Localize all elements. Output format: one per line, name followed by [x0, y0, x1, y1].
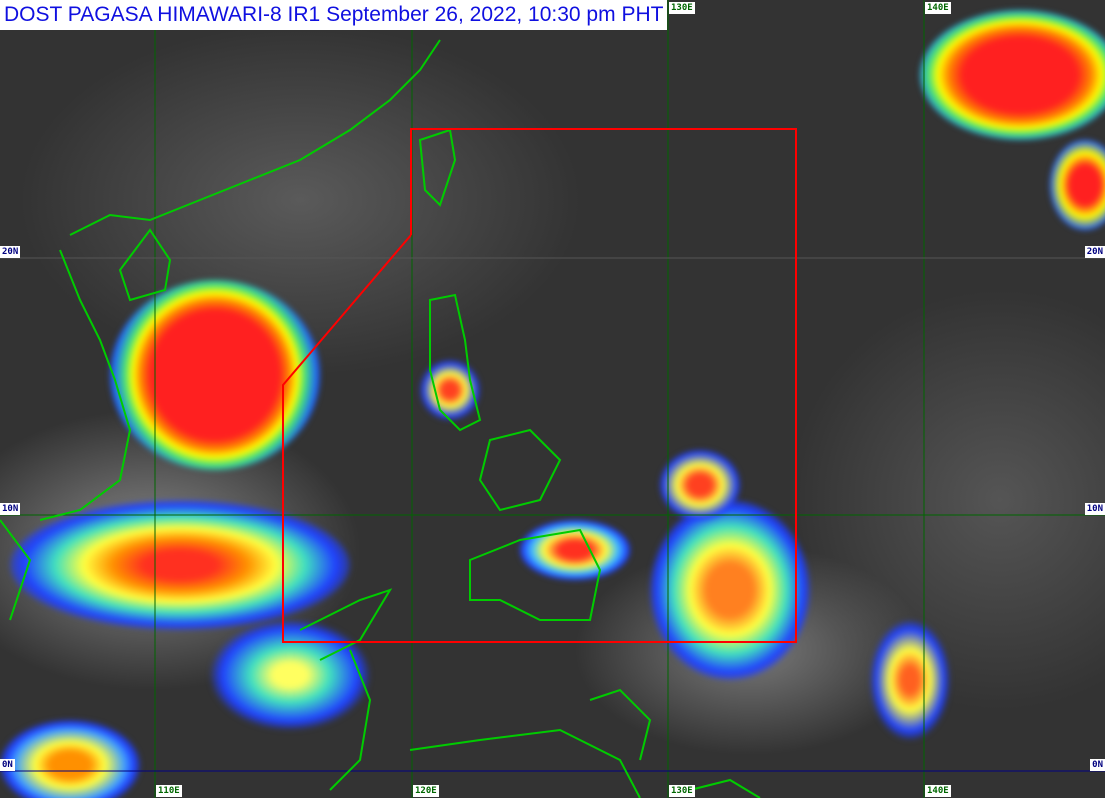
cloud-sw-corner [0, 720, 140, 798]
label-20n-right: 20N [1084, 246, 1105, 258]
label-20n-left: 20N [0, 246, 21, 258]
timezone-label: PHT [621, 3, 664, 26]
image-title: DOST PAGASA HIMAWARI-8 IR1 September 26,… [0, 0, 668, 30]
cloud-ne [920, 10, 1105, 140]
cloud-pacific [660, 450, 740, 520]
label-130e: 130E [669, 785, 695, 797]
label-0n-left: 0N [0, 759, 15, 771]
label-10n-left: 10N [0, 503, 21, 515]
label-110e: 110E [156, 785, 182, 797]
cloud-se [870, 620, 950, 740]
cloud-mindanao-e [650, 500, 810, 680]
cloud-sw [10, 500, 350, 630]
label-0n-right: 0N [1090, 759, 1105, 771]
label-140e-top: 140E [925, 2, 951, 14]
cloud-e [1050, 140, 1105, 230]
label-130e-top: 130E [669, 2, 695, 14]
area-of-responsibility-box [282, 128, 797, 643]
coastlines [0, 39, 761, 798]
label-120e: 120E [413, 785, 439, 797]
label-140e: 140E [925, 785, 951, 797]
typhoon-cloud [110, 280, 320, 470]
cloud-s [210, 620, 370, 730]
title-text: DOST PAGASA HIMAWARI-8 IR1 September 26,… [4, 3, 616, 26]
label-10n-right: 10N [1084, 503, 1105, 515]
